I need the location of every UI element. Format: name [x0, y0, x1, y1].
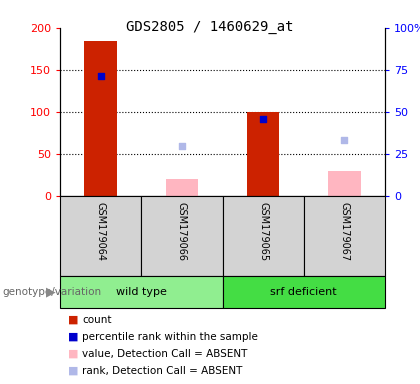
Text: GSM179066: GSM179066 — [177, 202, 187, 262]
Bar — [60, 196, 141, 276]
Bar — [165, 179, 198, 196]
Text: rank, Detection Call = ABSENT: rank, Detection Call = ABSENT — [82, 366, 242, 376]
Text: ■: ■ — [68, 366, 79, 376]
Text: srf deficient: srf deficient — [270, 287, 337, 297]
Bar — [84, 41, 117, 196]
Text: GDS2805 / 1460629_at: GDS2805 / 1460629_at — [126, 20, 294, 34]
Text: ■: ■ — [68, 349, 79, 359]
Bar — [304, 196, 385, 276]
Bar — [247, 112, 279, 196]
Text: ■: ■ — [68, 332, 79, 342]
Text: wild type: wild type — [116, 287, 167, 297]
Text: GSM179067: GSM179067 — [339, 202, 349, 262]
Text: GSM179065: GSM179065 — [258, 202, 268, 262]
Text: GSM179064: GSM179064 — [96, 202, 105, 262]
Point — [97, 73, 104, 79]
Text: count: count — [82, 315, 111, 325]
Text: ■: ■ — [68, 315, 79, 325]
Point — [260, 116, 266, 122]
Bar — [223, 276, 385, 308]
Bar — [328, 171, 361, 196]
Bar — [60, 276, 223, 308]
Text: value, Detection Call = ABSENT: value, Detection Call = ABSENT — [82, 349, 247, 359]
Bar — [223, 196, 304, 276]
Point — [178, 142, 185, 149]
Text: percentile rank within the sample: percentile rank within the sample — [82, 332, 258, 342]
Bar — [141, 196, 223, 276]
Text: ▶: ▶ — [46, 285, 56, 298]
Text: genotype/variation: genotype/variation — [2, 287, 101, 297]
Point — [341, 137, 348, 143]
